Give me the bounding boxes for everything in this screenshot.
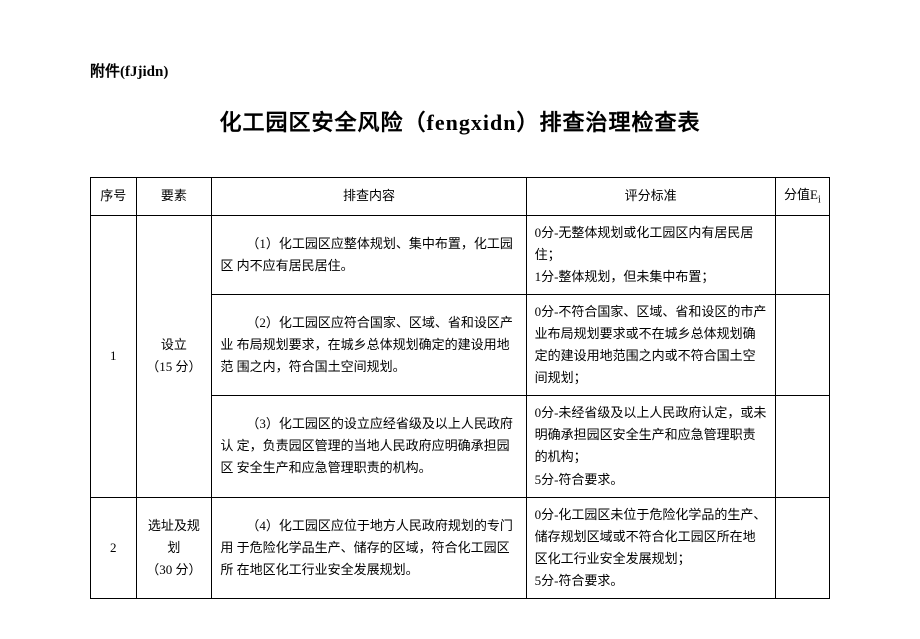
- header-score: 分值Ei: [775, 178, 829, 216]
- cell-score: [775, 497, 829, 598]
- attachment-label: 附件(fJjidn): [90, 60, 830, 81]
- cell-criteria: 0分-化工园区未位于危险化学品的生产、储存规划区域或不符合化工园区所在地区化工行…: [526, 497, 775, 598]
- table-row: 1 设立（15 分） （1）化工园区应整体规划、集中布置，化工园区 内不应有居民…: [91, 215, 830, 294]
- cell-seq: 1: [91, 215, 137, 497]
- cell-score: [775, 215, 829, 294]
- cell-factor: 选址及规划（30 分）: [136, 497, 212, 598]
- table-row: 2 选址及规划（30 分） （4）化工园区应位于地方人民政府规划的专门用 于危险…: [91, 497, 830, 598]
- header-seq: 序号: [91, 178, 137, 216]
- page-title: 化工园区安全风险（fengxidn）排查治理检查表: [90, 105, 830, 137]
- cell-score: [775, 294, 829, 395]
- cell-content: （1）化工园区应整体规划、集中布置，化工园区 内不应有居民居住。: [212, 215, 526, 294]
- cell-content: （2）化工园区应符合国家、区域、省和设区产业 布局规划要求，在城乡总体规划确定的…: [212, 294, 526, 395]
- cell-content: （4）化工园区应位于地方人民政府规划的专门用 于危险化学品生产、储存的区域，符合…: [212, 497, 526, 598]
- inspection-table: 序号 要素 排查内容 评分标准 分值Ei 1 设立（15 分） （1）化工园区应…: [90, 177, 830, 599]
- cell-factor: 设立（15 分）: [136, 215, 212, 497]
- header-factor: 要素: [136, 178, 212, 216]
- header-criteria: 评分标准: [526, 178, 775, 216]
- cell-criteria: 0分-无整体规划或化工园区内有居民居住；1分-整体规划，但未集中布置；: [526, 215, 775, 294]
- header-content: 排查内容: [212, 178, 526, 216]
- cell-score: [775, 396, 829, 497]
- cell-criteria: 0分-未经省级及以上人民政府认定，或未明确承担园区安全生产和应急管理职责的机构；…: [526, 396, 775, 497]
- table-header-row: 序号 要素 排查内容 评分标准 分值Ei: [91, 178, 830, 216]
- cell-seq: 2: [91, 497, 137, 598]
- cell-criteria: 0分-不符合国家、区域、省和设区的市产业布局规划要求或不在城乡总体规划确定的建设…: [526, 294, 775, 395]
- cell-content: （3）化工园区的设立应经省级及以上人民政府认 定，负责园区管理的当地人民政府应明…: [212, 396, 526, 497]
